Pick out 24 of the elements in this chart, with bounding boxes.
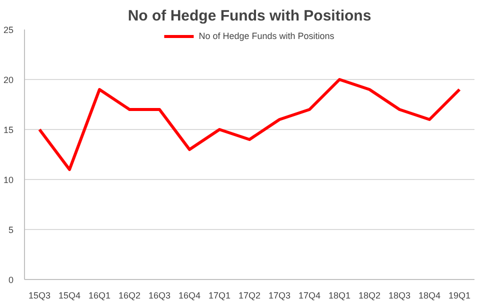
- chart-title: No of Hedge Funds with Positions: [128, 8, 372, 24]
- x-tick-label: 15Q4: [58, 290, 81, 300]
- x-tick-label: 17Q3: [268, 290, 291, 300]
- x-tick-label: 17Q1: [208, 290, 231, 300]
- x-tick-label: 16Q1: [88, 290, 111, 300]
- x-tick-label: 18Q2: [358, 290, 381, 300]
- x-tick-label: 15Q3: [28, 290, 51, 300]
- x-tick-label: 16Q2: [118, 290, 141, 300]
- x-tick-label: 17Q2: [238, 290, 261, 300]
- y-tick-label: 5: [8, 225, 14, 235]
- y-tick-label: 10: [3, 175, 14, 185]
- x-tick-label: 17Q4: [298, 290, 321, 300]
- x-tick-label: 18Q3: [388, 290, 411, 300]
- y-tick-label: 0: [8, 275, 14, 285]
- x-tick-label: 18Q1: [328, 290, 351, 300]
- x-tick-label: 18Q4: [418, 290, 441, 300]
- y-tick-label: 25: [3, 25, 14, 35]
- y-tick-label: 20: [3, 75, 14, 85]
- line-series: [38, 78, 461, 171]
- y-tick-label: 15: [3, 125, 14, 135]
- x-tick-label: 16Q4: [178, 290, 201, 300]
- x-tick-label: 16Q3: [148, 290, 171, 300]
- x-tick-label: 19Q1: [448, 290, 471, 300]
- legend-label: No of Hedge Funds with Positions: [198, 31, 334, 41]
